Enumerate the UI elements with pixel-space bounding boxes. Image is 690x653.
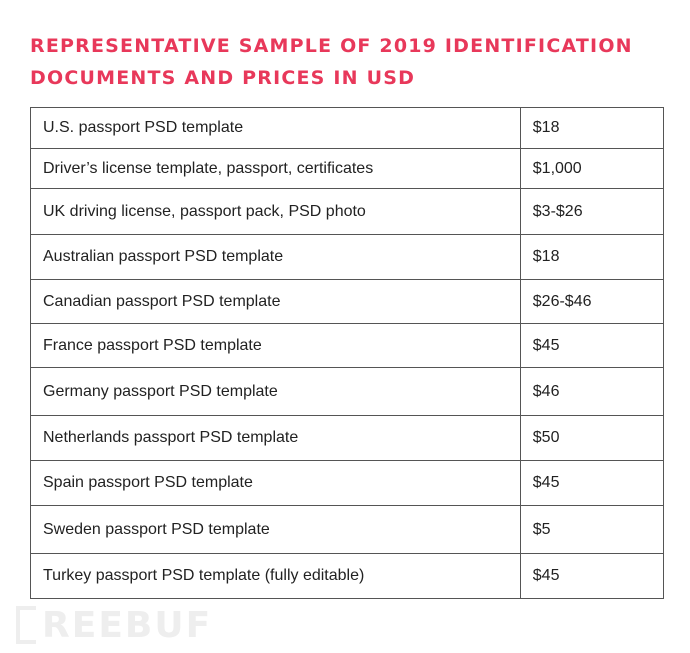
price-cell: $46 xyxy=(519,367,665,416)
price-cell: $5 xyxy=(519,505,665,554)
item-cell: Australian passport PSD template xyxy=(30,234,521,280)
table-row: Driver’s license template, passport, cer… xyxy=(30,148,665,189)
title-line-1: REPRESENTATIVE SAMPLE OF 2019 IDENTIFICA… xyxy=(30,35,633,57)
price-cell: $45 xyxy=(519,323,665,368)
item-cell: France passport PSD template xyxy=(30,323,521,368)
table-row: UK driving license, passport pack, PSD p… xyxy=(30,188,665,235)
title-line-2: DOCUMENTS AND PRICES IN USD xyxy=(30,67,416,89)
table-row: Canadian passport PSD template $26-$46 xyxy=(30,279,665,324)
watermark-text: REEBUF xyxy=(42,604,213,646)
item-cell: Spain passport PSD template xyxy=(30,460,521,506)
item-cell: Canadian passport PSD template xyxy=(30,279,521,324)
watermark-logo-mark xyxy=(16,606,36,644)
table-row: U.S. passport PSD template $18 xyxy=(30,107,665,149)
table-row: Australian passport PSD template $18 xyxy=(30,234,665,280)
item-cell: Netherlands passport PSD template xyxy=(30,415,521,461)
table-row: Turkey passport PSD template (fully edit… xyxy=(30,553,665,599)
price-cell: $50 xyxy=(519,415,665,461)
price-cell: $1,000 xyxy=(519,148,665,189)
item-cell: UK driving license, passport pack, PSD p… xyxy=(30,188,521,235)
price-cell: $45 xyxy=(519,460,665,506)
price-cell: $18 xyxy=(519,234,665,280)
item-cell: U.S. passport PSD template xyxy=(30,107,521,149)
table-row: Sweden passport PSD template $5 xyxy=(30,505,665,554)
document-title: REPRESENTATIVE SAMPLE OF 2019 IDENTIFICA… xyxy=(30,30,650,94)
price-table: U.S. passport PSD template $18 Driver’s … xyxy=(30,107,665,599)
item-cell: Turkey passport PSD template (fully edit… xyxy=(30,553,521,599)
table-row: Spain passport PSD template $45 xyxy=(30,460,665,506)
price-cell: $26-$46 xyxy=(519,279,665,324)
price-cell: $3-$26 xyxy=(519,188,665,235)
table-row: Netherlands passport PSD template $50 xyxy=(30,415,665,461)
table-row: France passport PSD template $45 xyxy=(30,323,665,368)
freebuf-watermark: REEBUF xyxy=(16,602,212,648)
item-cell: Sweden passport PSD template xyxy=(30,505,521,554)
price-cell: $18 xyxy=(519,107,665,149)
price-cell: $45 xyxy=(519,553,665,599)
table-row: Germany passport PSD template $46 xyxy=(30,367,665,416)
item-cell: Germany passport PSD template xyxy=(30,367,521,416)
item-cell: Driver’s license template, passport, cer… xyxy=(30,148,521,189)
